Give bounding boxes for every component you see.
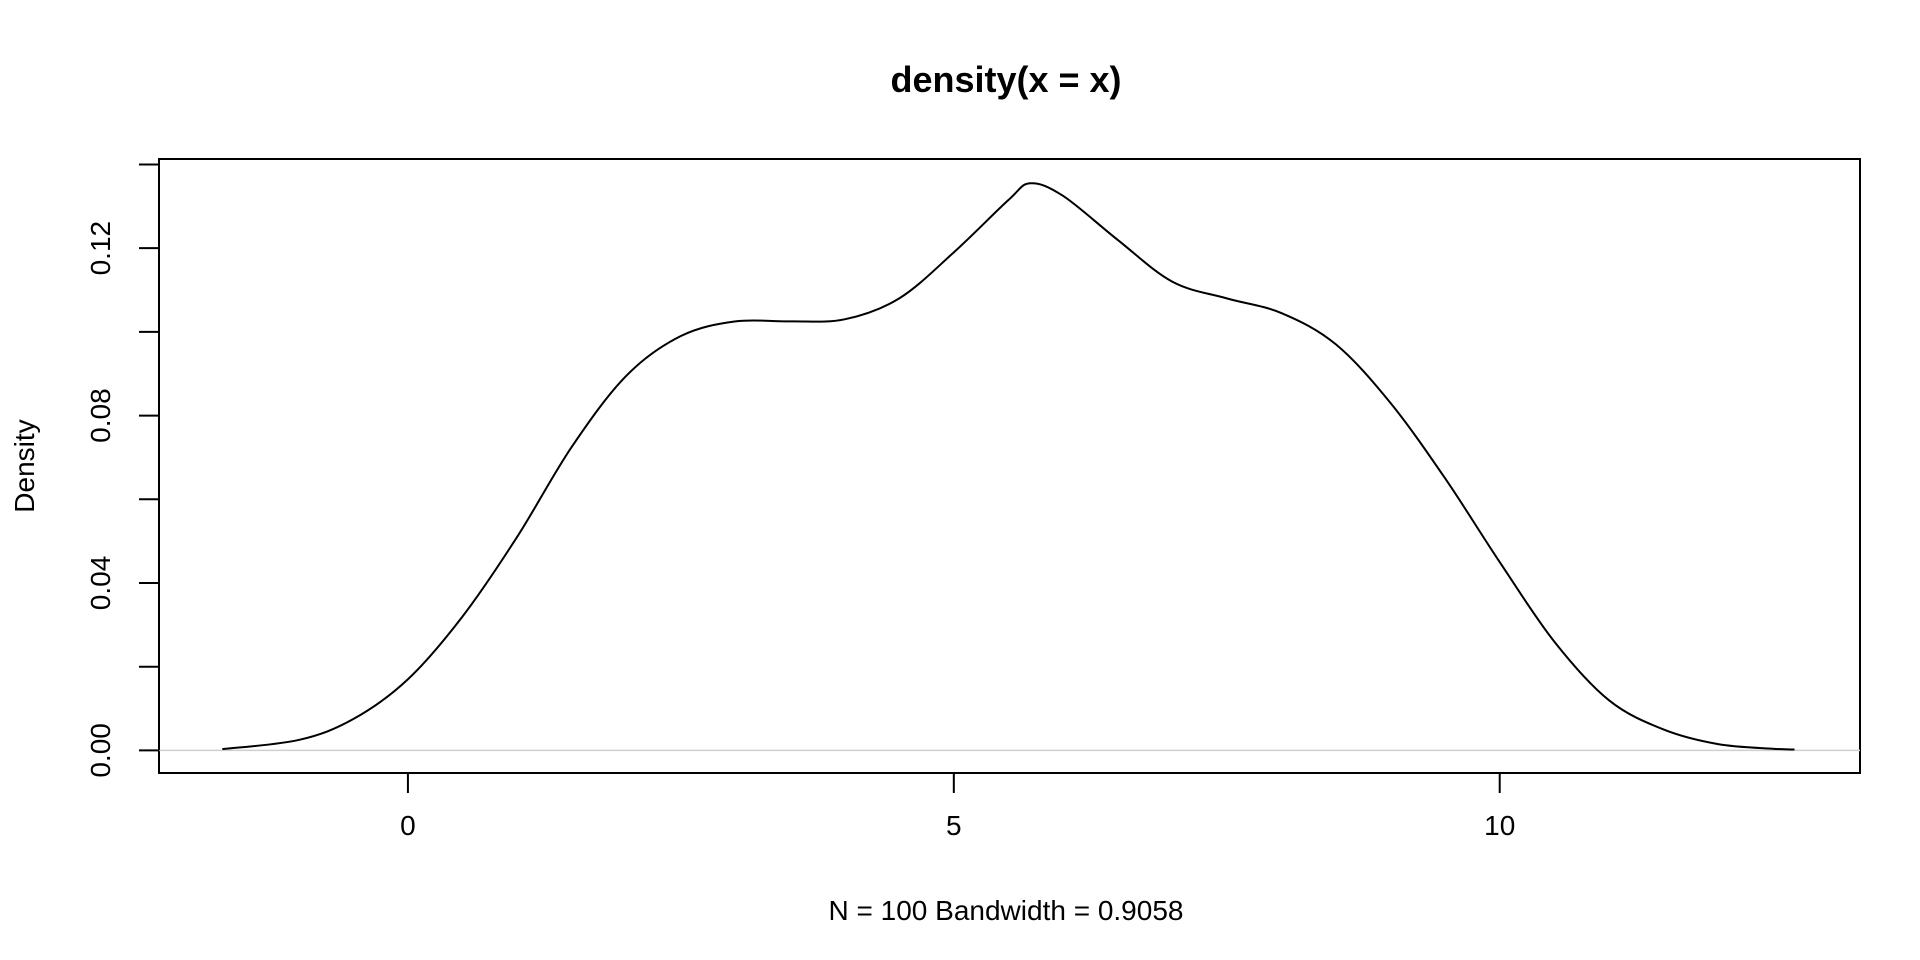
x-tick-label: 5 — [946, 810, 962, 841]
y-axis-label: Density — [9, 419, 40, 512]
y-tick-label: 0.12 — [85, 221, 116, 276]
y-axis: 0.00 0.04 0.08 0.12 — [85, 163, 160, 778]
y-tick-label: 0.00 — [85, 723, 116, 778]
x-tick-label: 10 — [1484, 810, 1515, 841]
y-tick-label: 0.04 — [85, 556, 116, 611]
plot-frame — [158, 158, 1861, 774]
x-axis: 0 5 10 — [400, 772, 1515, 841]
chart-title: density(x = x) — [890, 59, 1121, 100]
x-axis-label: N = 100 Bandwidth = 0.9058 — [829, 895, 1184, 926]
x-tick-label: 0 — [400, 810, 416, 841]
density-curve — [222, 182, 1795, 751]
y-tick-label: 0.08 — [85, 388, 116, 443]
